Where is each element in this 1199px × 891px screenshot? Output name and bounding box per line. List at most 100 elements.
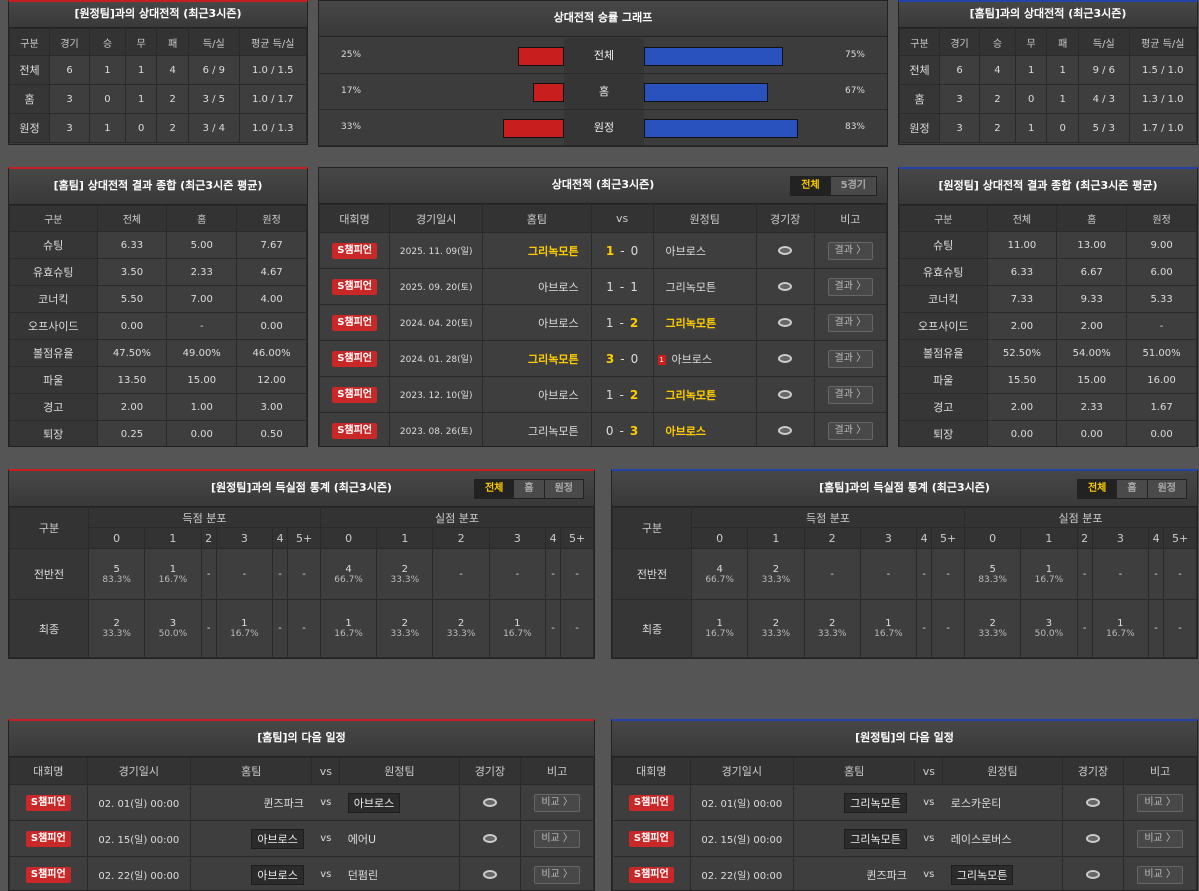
compare-button[interactable]: 비교 〉 bbox=[534, 865, 580, 884]
header-row: 구분 전체 홈 원정 bbox=[899, 205, 1197, 232]
table-cell: 5.00 bbox=[166, 231, 238, 259]
scored-header: 득점 분포 bbox=[88, 507, 321, 528]
table-cell: 9 / 6 bbox=[1078, 55, 1130, 85]
league-badge: S챔피언 bbox=[25, 794, 71, 811]
tab-away[interactable]: 원정 bbox=[1147, 480, 1186, 498]
table-cell: 1 bbox=[1046, 55, 1080, 85]
table-cell: 1 bbox=[1014, 55, 1048, 85]
stadium-icon[interactable] bbox=[778, 317, 793, 327]
table-row: 코너킥 5.50 7.00 4.00 bbox=[9, 285, 307, 313]
away-summary-table: 구분 전체 홈 원정 슈팅 11.00 13.00 9.00 유효슈팅 6.33 6.67 6.00 코… bbox=[899, 205, 1197, 446]
stadium-icon[interactable] bbox=[778, 245, 793, 255]
tab-all[interactable]: 전체 bbox=[1077, 480, 1118, 498]
home-team-cell: 퀸즈파크 bbox=[190, 784, 312, 821]
tab-away[interactable]: 원정 bbox=[544, 480, 583, 498]
note-cell: 결과 〉 bbox=[813, 304, 887, 341]
stadium-icon[interactable] bbox=[778, 281, 793, 291]
stadium-icon[interactable] bbox=[482, 869, 497, 879]
table-cell: 0 bbox=[1014, 84, 1048, 114]
goals-away-panel: [원정팀]과의 득실점 통계 (최근3시즌) 전체 홈 원정 구분 득점 분포 실점… bbox=[8, 469, 595, 659]
row-label: 원정 bbox=[899, 113, 941, 143]
stadium-icon[interactable] bbox=[778, 353, 793, 363]
date-cell: 02. 01(일) 00:00 bbox=[86, 784, 192, 821]
away-team-name: 아브로스 bbox=[665, 244, 707, 258]
percent: 16.7% bbox=[334, 629, 363, 639]
row-label: 경고 bbox=[899, 393, 988, 421]
bucket-header: 4 bbox=[544, 527, 562, 549]
tab-5-games[interactable]: 5경기 bbox=[830, 177, 876, 195]
stadium-icon[interactable] bbox=[1085, 869, 1100, 879]
tab-all[interactable]: 전체 bbox=[791, 177, 831, 195]
percent: 33.3% bbox=[102, 629, 131, 639]
vs-cell: vs bbox=[311, 820, 340, 857]
home-score: 0 bbox=[605, 423, 614, 438]
stadium-icon[interactable] bbox=[1085, 797, 1100, 807]
stadium-icon[interactable] bbox=[778, 425, 793, 435]
result-button[interactable]: 결과 〉 bbox=[827, 349, 874, 368]
table-head: 구분 득점 분포 실점 분포 0 1 2 3 4 5+ 0 1 2 3 4 5+ bbox=[612, 507, 1197, 549]
table-cell: 54.00% bbox=[1056, 339, 1128, 367]
h2h-list-table: 대회명 경기일시 홈팀 vs 원정팀 경기장 비고 S챔피언 2025. 11. 09(일) 그리… bbox=[319, 204, 887, 446]
column-header: 구분 bbox=[9, 28, 51, 56]
compare-button[interactable]: 비교 〉 bbox=[1137, 829, 1183, 848]
table-cell: 7.67 bbox=[236, 231, 307, 259]
stadium-icon[interactable] bbox=[1085, 833, 1100, 843]
bucket-header: 2 bbox=[1076, 527, 1093, 549]
row-label: 전반전 bbox=[9, 548, 89, 600]
stats-cell: - bbox=[1147, 548, 1165, 600]
tab-home[interactable]: 홈 bbox=[514, 480, 545, 498]
column-header: 전체 bbox=[986, 205, 1058, 232]
away-score: 0 bbox=[630, 243, 639, 258]
result-button[interactable]: 결과 〉 bbox=[827, 421, 874, 440]
stadium-icon[interactable] bbox=[482, 833, 497, 843]
league-badge: S챔피언 bbox=[25, 830, 71, 847]
stats-cell: - bbox=[916, 599, 933, 658]
stats-cell: 2 33.3% bbox=[747, 548, 805, 600]
bucket-header: 4 bbox=[271, 527, 289, 549]
score-dash: - bbox=[620, 351, 625, 366]
table-cell: 15.50 bbox=[986, 366, 1058, 394]
note-cell: 결과 〉 bbox=[813, 340, 887, 377]
column-header: 원정팀 bbox=[652, 204, 757, 233]
count: - bbox=[1082, 568, 1087, 580]
compare-button[interactable]: 비교 〉 bbox=[534, 829, 580, 848]
table-cell: 0.00 bbox=[986, 420, 1058, 446]
tab-home[interactable]: 홈 bbox=[1117, 480, 1148, 498]
win-rate-graph-panel: 상대전적 승률 그래프 25% 전체 75% 17% 홈 67% 33% 원정 83% bbox=[318, 0, 888, 147]
bucket-header: 4 bbox=[1147, 527, 1165, 549]
row-label: 유효슈팅 bbox=[9, 258, 98, 286]
table-cell: 15.00 bbox=[1056, 366, 1128, 394]
result-button[interactable]: 결과 〉 bbox=[827, 241, 874, 260]
stadium-icon[interactable] bbox=[482, 797, 497, 807]
compare-button[interactable]: 비교 〉 bbox=[534, 793, 580, 812]
schedule-row: S챔피언 02. 01(일) 00:00 퀸즈파크 vs 아브로스 비교 〉 bbox=[9, 784, 594, 821]
table-cell: 2.33 bbox=[166, 258, 238, 286]
result-button[interactable]: 결과 〉 bbox=[827, 313, 874, 332]
tab-all[interactable]: 전체 bbox=[474, 480, 515, 498]
table-cell: 6.33 bbox=[986, 258, 1058, 286]
column-header: 경기장 bbox=[1061, 757, 1125, 785]
count: 3 bbox=[1045, 618, 1053, 629]
bucket-row: 0 1 2 3 4 5+ 0 1 2 3 4 5+ bbox=[613, 527, 1197, 549]
stats-cell: - bbox=[544, 548, 562, 600]
home-team: 아브로스 bbox=[482, 268, 592, 305]
league-badge: S챔피언 bbox=[332, 314, 378, 331]
compare-button[interactable]: 비교 〉 bbox=[1137, 865, 1183, 884]
compare-button[interactable]: 비교 〉 bbox=[1137, 793, 1183, 812]
count: - bbox=[575, 568, 579, 580]
stadium-icon[interactable] bbox=[778, 389, 793, 399]
column-header: 구분 bbox=[9, 507, 89, 549]
result-button[interactable]: 결과 〉 bbox=[827, 385, 874, 404]
table-head: 대회명 경기일시 홈팀 vs 원정팀 경기장 비고 bbox=[612, 757, 1197, 785]
table-cell: - bbox=[1126, 312, 1197, 340]
count: - bbox=[922, 623, 926, 634]
count: - bbox=[206, 568, 211, 580]
column-header: 평균 득/실 bbox=[238, 28, 307, 56]
result-button[interactable]: 결과 〉 bbox=[827, 277, 874, 296]
count: - bbox=[1154, 623, 1158, 634]
date-cell: 2025. 11. 09(일) bbox=[389, 232, 484, 269]
home-team-cell: 그리녹모튼 bbox=[793, 820, 915, 857]
table-row: 오프사이드 0.00-0.00 bbox=[9, 312, 307, 340]
stats-cell: - bbox=[1091, 548, 1150, 600]
column-header: 구분 bbox=[899, 28, 941, 56]
